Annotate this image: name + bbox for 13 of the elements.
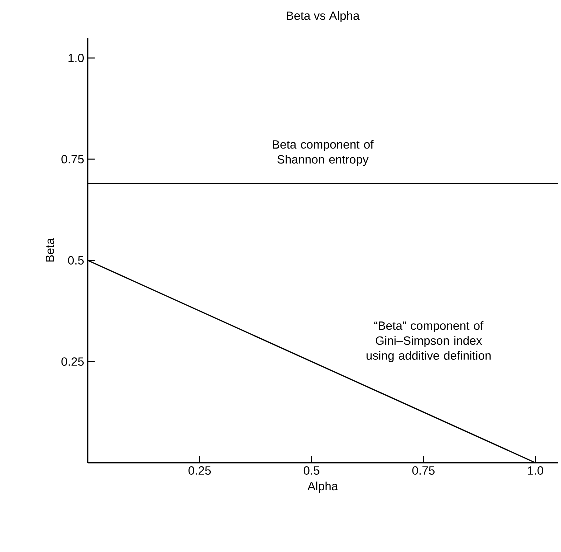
x-tick-label: 0.25	[188, 466, 212, 475]
x-tick-label: 0.75	[412, 466, 435, 475]
x-tick-label: 1.0	[528, 466, 544, 475]
y-tick-label: 1.0	[68, 54, 84, 62]
y-tick-label: 0.5	[68, 256, 84, 265]
x-axis-title: Alpha	[308, 482, 338, 493]
series-label: Beta component of Shannon entropy	[273, 140, 374, 166]
x-tick-label: 0.5	[304, 466, 320, 475]
y-tick-label: 0.75	[62, 155, 84, 164]
y-axis-title: Beta	[46, 238, 54, 262]
y-tick-label: 0.25	[62, 358, 84, 366]
chart-title: Beta vs Alpha	[287, 11, 360, 23]
series-label: “Beta” component of Gini–Simpson index using additive definition	[366, 321, 491, 362]
